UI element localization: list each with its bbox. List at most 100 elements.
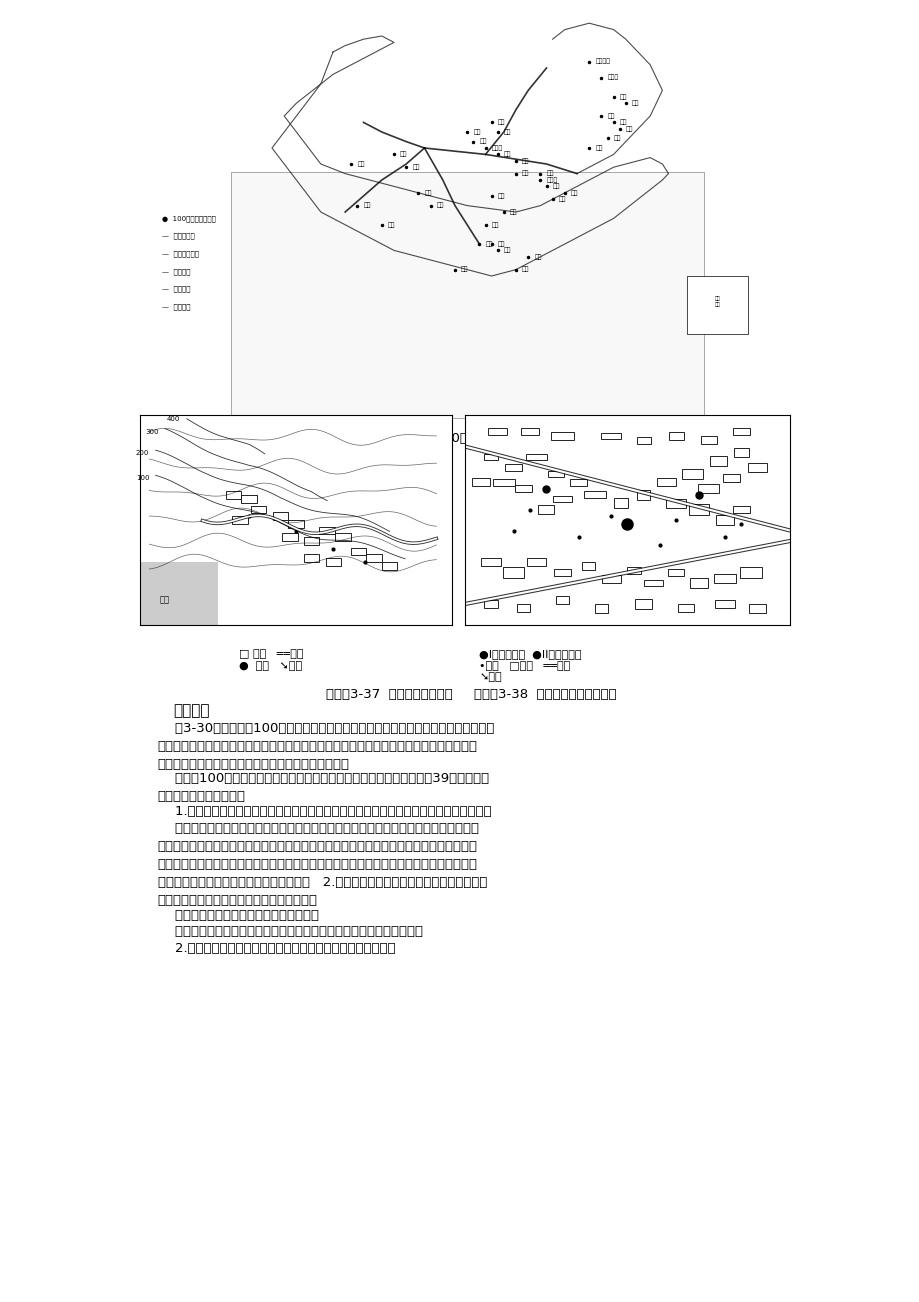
Bar (548, 470, 563, 477)
Bar (552, 496, 572, 503)
Text: 200: 200 (136, 449, 149, 456)
Bar (698, 484, 719, 492)
Bar (319, 527, 335, 534)
Bar (281, 533, 297, 540)
Text: 包头: 包头 (472, 129, 481, 135)
Text: •商店   □房屋   ══公路: •商店 □房屋 ══公路 (479, 660, 570, 671)
Bar (350, 548, 366, 555)
Bar (636, 436, 651, 444)
Bar (732, 506, 749, 513)
Text: 济南: 济南 (522, 158, 529, 164)
Bar (709, 457, 726, 466)
Bar (748, 462, 766, 473)
Bar (525, 454, 547, 460)
Bar (325, 559, 341, 566)
Bar (520, 428, 539, 435)
Bar (635, 599, 652, 609)
Text: 连云港: 连云港 (546, 177, 557, 182)
Bar (241, 495, 256, 503)
Text: 徐州: 徐州 (522, 171, 529, 176)
Bar (601, 575, 620, 583)
Text: ●  100万人口以上城市: ● 100万人口以上城市 (162, 215, 216, 221)
Text: 石家庄: 石家庄 (491, 146, 503, 151)
Text: 100: 100 (136, 475, 149, 480)
Text: 武汉: 武汉 (497, 193, 505, 199)
Text: 昆明: 昆明 (363, 203, 370, 208)
Text: —  高速公路: — 高速公路 (162, 285, 190, 292)
Bar (613, 499, 628, 508)
Bar (689, 578, 708, 587)
Text: 抚顺: 抚顺 (619, 120, 627, 125)
Bar (481, 559, 501, 565)
Bar (366, 555, 381, 561)
Text: 南京: 南京 (552, 184, 560, 189)
Text: 沈阳: 沈阳 (607, 113, 614, 118)
Bar (335, 533, 350, 540)
Bar (555, 595, 569, 604)
Bar (538, 505, 553, 513)
Text: —  主要铁路: — 主要铁路 (162, 268, 190, 275)
Text: 教材图3-38  平原地区商业网点示意: 教材图3-38 平原地区商业网点示意 (157, 462, 318, 478)
Bar (554, 569, 570, 577)
Bar (581, 562, 595, 570)
Text: 这两幅图对比说明交通对商业网点的影响。阅读此图要思考两个问题：: 这两幅图对比说明交通对商业网点的影响。阅读此图要思考两个问题： (157, 926, 422, 939)
Text: 大连: 大连 (613, 135, 620, 141)
Bar (303, 555, 319, 561)
Bar (550, 432, 573, 440)
Text: —  主要公路: — 主要公路 (162, 303, 190, 310)
Text: 太原: 太原 (479, 139, 486, 145)
Bar (748, 604, 765, 613)
Bar (272, 512, 288, 519)
Bar (715, 516, 733, 525)
Bar (637, 490, 650, 500)
Text: 邯郸: 邯郸 (504, 151, 511, 158)
Bar (700, 436, 716, 444)
Text: 400: 400 (167, 417, 180, 422)
Text: 北京: 北京 (497, 120, 505, 125)
Bar (505, 464, 522, 471)
Text: 青岛: 青岛 (546, 171, 553, 176)
Text: 2.山区和平原商业网点的空间分布有何差异？试分析其成因。: 2.山区和平原商业网点的空间分布有何差异？试分析其成因。 (157, 943, 395, 956)
Text: 1.我国东部地区人口稠密，城市众多，经济发达，对交通网络的形成和发展有哪些影响？: 1.我国东部地区人口稠密，城市众多，经济发达，对交通网络的形成和发展有哪些影响？ (157, 806, 491, 819)
Text: 海口: 海口 (460, 267, 468, 272)
Text: 广州: 广州 (485, 241, 493, 247)
Bar (515, 484, 531, 492)
Bar (713, 574, 735, 583)
Bar (665, 499, 686, 508)
Bar (516, 604, 530, 612)
Text: 教材图3-37  山区商业网点示意: 教材图3-37 山区商业网点示意 (157, 448, 301, 462)
Text: 齐齐哈尔: 齐齐哈尔 (595, 59, 609, 64)
Bar (483, 600, 497, 608)
Text: 高雄: 高雄 (522, 267, 529, 272)
Bar (140, 562, 218, 625)
Bar (600, 432, 620, 439)
Bar (668, 432, 683, 440)
Bar (288, 521, 303, 529)
Text: 台北: 台北 (534, 254, 541, 259)
Bar (681, 469, 702, 479)
Text: 贵州: 贵州 (388, 223, 395, 228)
Bar (232, 516, 247, 523)
Text: 上海: 上海 (571, 190, 578, 195)
Bar (503, 568, 524, 578)
Text: 300: 300 (145, 428, 159, 435)
Text: 吉林: 吉林 (631, 100, 639, 105)
Text: 重庆: 重庆 (437, 203, 444, 208)
Text: ●I级商业中心  ●II级商业中心: ●I级商业中心 ●II级商业中心 (479, 648, 581, 659)
Text: 在我国100万人口以上的城市被称为特大城市，从图中看，我国目前有39座。阅读该
图要思考以下两个问题：: 在我国100万人口以上的城市被称为特大城市，从图中看，我国目前有39座。阅读该 … (157, 772, 488, 803)
Bar (722, 474, 739, 482)
Bar (231, 172, 703, 418)
Text: ➘河流: ➘河流 (479, 672, 502, 682)
Bar (483, 453, 497, 461)
Text: 天津: 天津 (504, 129, 511, 135)
Text: 兰州: 兰州 (400, 151, 407, 158)
Bar (643, 579, 663, 586)
Text: □ 房屋   ══公路: □ 房屋 ══公路 (239, 648, 303, 659)
Text: 深圳: 深圳 (497, 241, 505, 247)
Text: 哈尔滨: 哈尔滨 (607, 74, 618, 81)
Bar (594, 604, 607, 613)
Text: 旅顺: 旅顺 (595, 146, 602, 151)
Text: —  主要航空线: — 主要航空线 (162, 233, 195, 240)
Bar (225, 491, 241, 499)
Bar (626, 568, 641, 574)
